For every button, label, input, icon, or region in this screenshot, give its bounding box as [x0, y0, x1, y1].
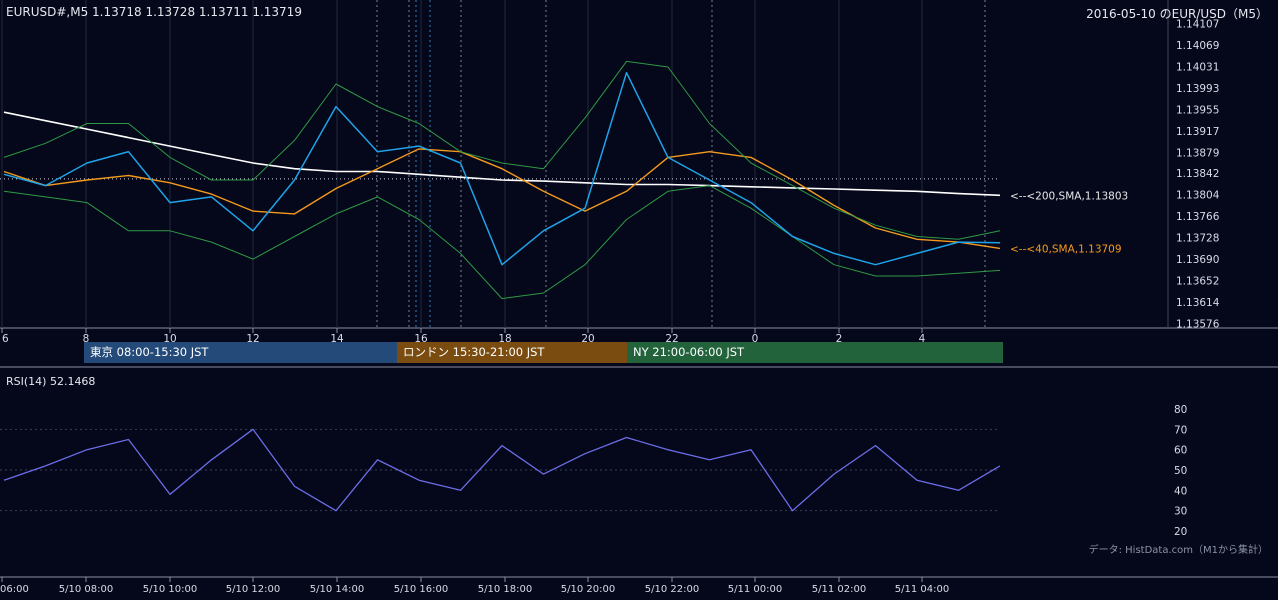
price-y-tick-label: 1.14107 — [1176, 19, 1219, 31]
rsi-x-tick-label: 5/10 08:00 — [59, 584, 113, 595]
rsi-line — [3, 428, 1001, 512]
price-x-tick-label: 6 — [2, 333, 9, 345]
rsi-y-tick-label: 30 — [1174, 506, 1187, 518]
bollinger-lower-line — [3, 185, 1001, 300]
rsi-y-tick-label: 50 — [1174, 465, 1187, 477]
rsi-x-tick-label: 5/11 00:00 — [728, 584, 782, 595]
rsi-x-tick-label: 5/10 12:00 — [226, 584, 280, 595]
rsi-x-tick-label: 5/10 14:00 — [310, 584, 364, 595]
rsi-x-tick-label: 5/10 22:00 — [645, 584, 699, 595]
rsi-x-tick-label: 5/11 04:00 — [895, 584, 949, 595]
rsi-y-tick-label: 80 — [1174, 404, 1187, 416]
chart-title: 2016-05-10 のEUR/USD（M5） — [1086, 7, 1268, 21]
rsi-y-tick-label: 60 — [1174, 445, 1187, 457]
price-y-tick-label: 1.13917 — [1176, 126, 1219, 138]
session-tokyo: 東京 08:00-15:30 JST — [84, 342, 397, 363]
price-x-tick-label: 4 — [919, 333, 926, 345]
rsi-x-tick-label: 5/10 10:00 — [143, 584, 197, 595]
price-y-tick-label: 1.13576 — [1176, 319, 1220, 331]
price-y-tick-label: 1.13993 — [1176, 83, 1219, 95]
rsi-x-tick-label: 5/11 02:00 — [812, 584, 866, 595]
rsi-x-tick-label: 06:00 — [0, 584, 29, 595]
rsi-y-tick-label: 20 — [1174, 526, 1187, 538]
price-y-tick-label: 1.13804 — [1176, 190, 1220, 202]
symbol-info: EURUSD#,M5 1.13718 1.13728 1.13711 1.137… — [6, 5, 302, 19]
session-london: ロンドン 15:30-21:00 JST — [397, 342, 627, 363]
rsi-x-tick-label: 5/10 16:00 — [394, 584, 448, 595]
rsi-x-tick-label: 5/10 20:00 — [561, 584, 615, 595]
price-y-tick-label: 1.13652 — [1176, 276, 1219, 288]
price-y-tick-label: 1.13842 — [1176, 168, 1219, 180]
rsi-label: RSI(14) 52.1468 — [6, 375, 96, 388]
sma-annotation-label: <--<200,SMA,1.13803 — [1010, 190, 1128, 202]
rsi-x-tick-label: 5/10 18:00 — [478, 584, 532, 595]
sma40-line — [3, 148, 1001, 250]
price-y-tick-label: 1.14069 — [1176, 40, 1219, 52]
price-y-tick-label: 1.13955 — [1176, 104, 1219, 116]
close-line — [3, 71, 1001, 266]
price-x-tick-label: 0 — [752, 333, 759, 345]
price-y-tick-label: 1.13690 — [1176, 254, 1219, 266]
session-ny: NY 21:00-06:00 JST — [627, 342, 1003, 363]
price-y-tick-label: 1.13728 — [1176, 233, 1219, 245]
price-y-tick-label: 1.13766 — [1176, 211, 1220, 223]
price-y-tick-label: 1.14031 — [1176, 61, 1219, 73]
data-credit: データ: HistData.com（M1から集計） — [1088, 545, 1268, 556]
price-y-tick-label: 1.13614 — [1176, 297, 1220, 309]
rsi-y-tick-label: 40 — [1174, 485, 1187, 497]
price-y-tick-label: 1.13879 — [1176, 147, 1219, 159]
rsi-y-tick-label: 70 — [1174, 424, 1187, 436]
sma200-line — [3, 111, 1001, 197]
price-x-tick-label: 8 — [83, 333, 90, 345]
bollinger-upper-line — [3, 60, 1001, 240]
sma-annotation-label: <--<40,SMA,1.13709 — [1010, 243, 1122, 255]
price-x-tick-label: 2 — [836, 333, 843, 345]
